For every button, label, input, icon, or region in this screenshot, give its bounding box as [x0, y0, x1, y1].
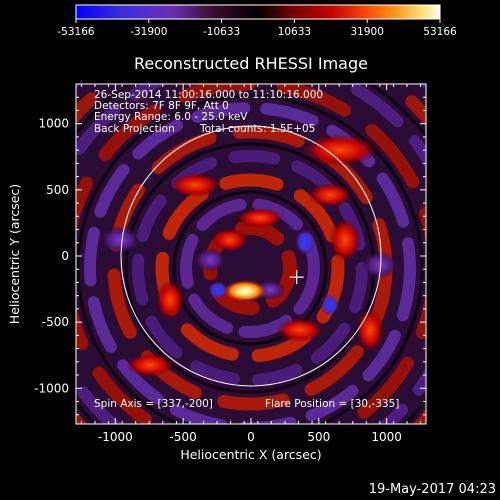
annotation-counts: Total counts: 1.5E+05	[199, 123, 315, 135]
annotation-time-range: 26-Sep-2014 11:00:16.000 to 11:10:16.000	[94, 89, 323, 101]
plot-title: Reconstructed RHESSI Image	[134, 54, 368, 73]
x-axis: -1000 -500 0 500 1000	[80, 84, 422, 444]
annotation-energy: Energy Range: 6.0 - 25.0 keV	[94, 111, 248, 123]
x-tick-label: 0	[247, 430, 255, 444]
y-axis: 1000 500 0 -500 -1000	[34, 96, 426, 416]
solar-limb	[120, 125, 382, 387]
annotation-spin-axis: Spin Axis = [337,-200]	[94, 398, 213, 410]
colorbar	[75, 4, 441, 20]
flare-marker-cross	[289, 270, 304, 285]
y-tick-label: -500	[42, 315, 69, 329]
x-axis-label: Heliocentric X (arcsec)	[180, 447, 321, 462]
colorbar-ticks: -53166 -31900 -10633 10633 31900 53166	[57, 19, 457, 38]
y-tick-label: 500	[46, 183, 69, 197]
x-tick-label: 500	[307, 430, 330, 444]
annotation-flare-position: Flare Position = [30,-335]	[265, 398, 399, 410]
y-tick-label: 0	[61, 249, 69, 263]
annotation-block: 26-Sep-2014 11:00:16.000 to 11:10:16.000…	[94, 89, 399, 410]
y-tick-label: -1000	[34, 381, 69, 395]
colorbar-tick-label: 10633	[278, 26, 311, 38]
x-tick-label: -1000	[98, 430, 133, 444]
x-tick-label: 1000	[371, 430, 402, 444]
footer-timestamp: 19-May-2017 04:23	[369, 482, 496, 497]
colorbar-tick-label: -10633	[203, 26, 240, 38]
image-area	[76, 84, 426, 424]
colorbar-tick-label: -31900	[130, 26, 167, 38]
annotation-method: Back Projection	[94, 123, 175, 135]
x-tick-label: -500	[170, 430, 197, 444]
colorbar-tick-label: 31900	[350, 26, 383, 38]
annotation-detectors: Detectors: 7F 8F 9F, Att 0	[94, 100, 229, 112]
y-axis-label: Heliocentric Y (arcsec)	[7, 184, 22, 324]
y-tick-label: 1000	[38, 117, 69, 131]
colorbar-tick-label: -53166	[57, 26, 95, 38]
colorbar-tick-label: 53166	[423, 26, 457, 38]
